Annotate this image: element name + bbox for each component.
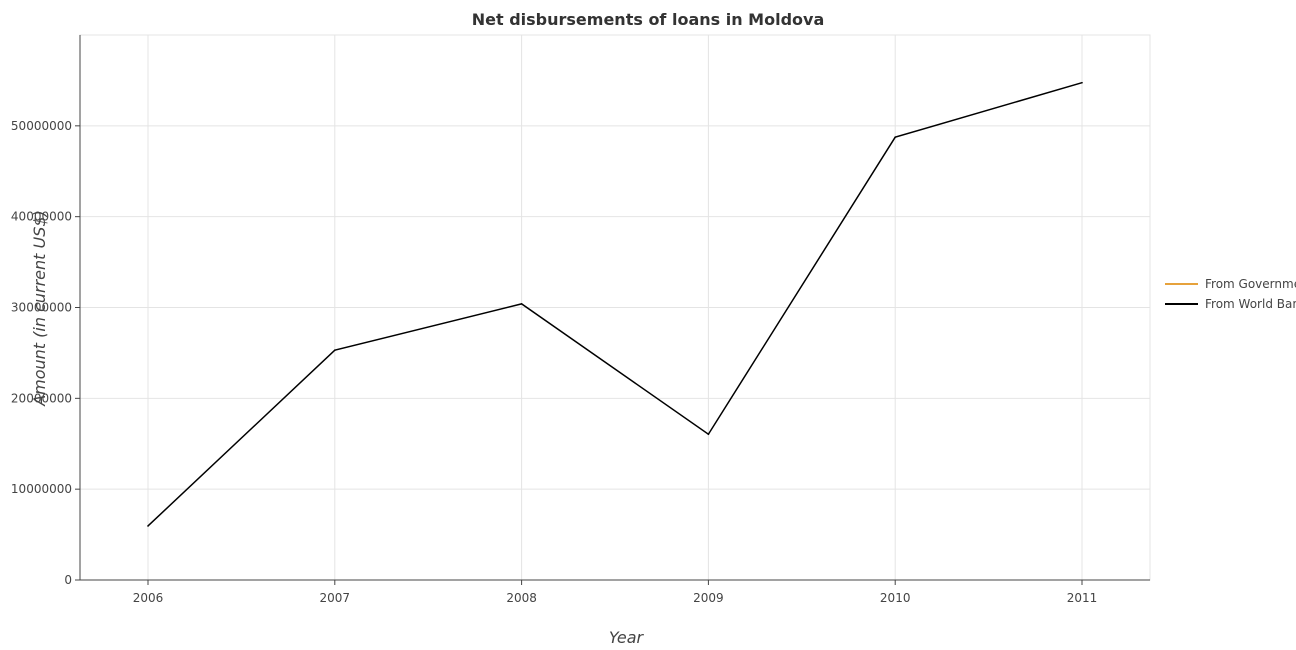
series-layer: [147, 81, 1083, 527]
grid: [79, 34, 1151, 581]
legend: From Government From World Bank: [1165, 277, 1296, 311]
data-point: [334, 349, 336, 351]
x-tick-label: 2011: [1067, 591, 1098, 605]
x-tick-label: 2007: [320, 591, 351, 605]
series-line-1: [147, 81, 1083, 527]
data-point: [520, 303, 523, 305]
y-tick-label: 10000000: [11, 482, 72, 496]
y-tick-label: 50000000: [11, 119, 72, 133]
y-tick-label: 0: [64, 573, 72, 587]
legend-label-1: From World Bank: [1205, 297, 1296, 311]
y-tick-label: 20000000: [11, 391, 72, 405]
x-tick-label: 2008: [506, 591, 537, 605]
y-axis-title: Amount (in current US$): [30, 210, 49, 407]
x-tick-label: 2009: [693, 591, 724, 605]
data-point: [707, 433, 710, 436]
x-tick-label: 2006: [133, 591, 164, 605]
legend-label-0: From Government: [1205, 277, 1296, 291]
x-axis-title: Year: [609, 628, 645, 647]
chart-title: Net disbursements of loans in Moldova: [472, 10, 824, 29]
data-point: [894, 136, 896, 138]
axes: 0 10000000 20000000 30000000 40000000 5000000…: [11, 35, 1150, 605]
x-tick-label: 2010: [880, 591, 911, 605]
y-tick-label: 40000000: [11, 210, 72, 224]
y-tick-label: 30000000: [11, 301, 72, 315]
data-point: [1081, 81, 1083, 84]
data-point: [147, 525, 149, 527]
